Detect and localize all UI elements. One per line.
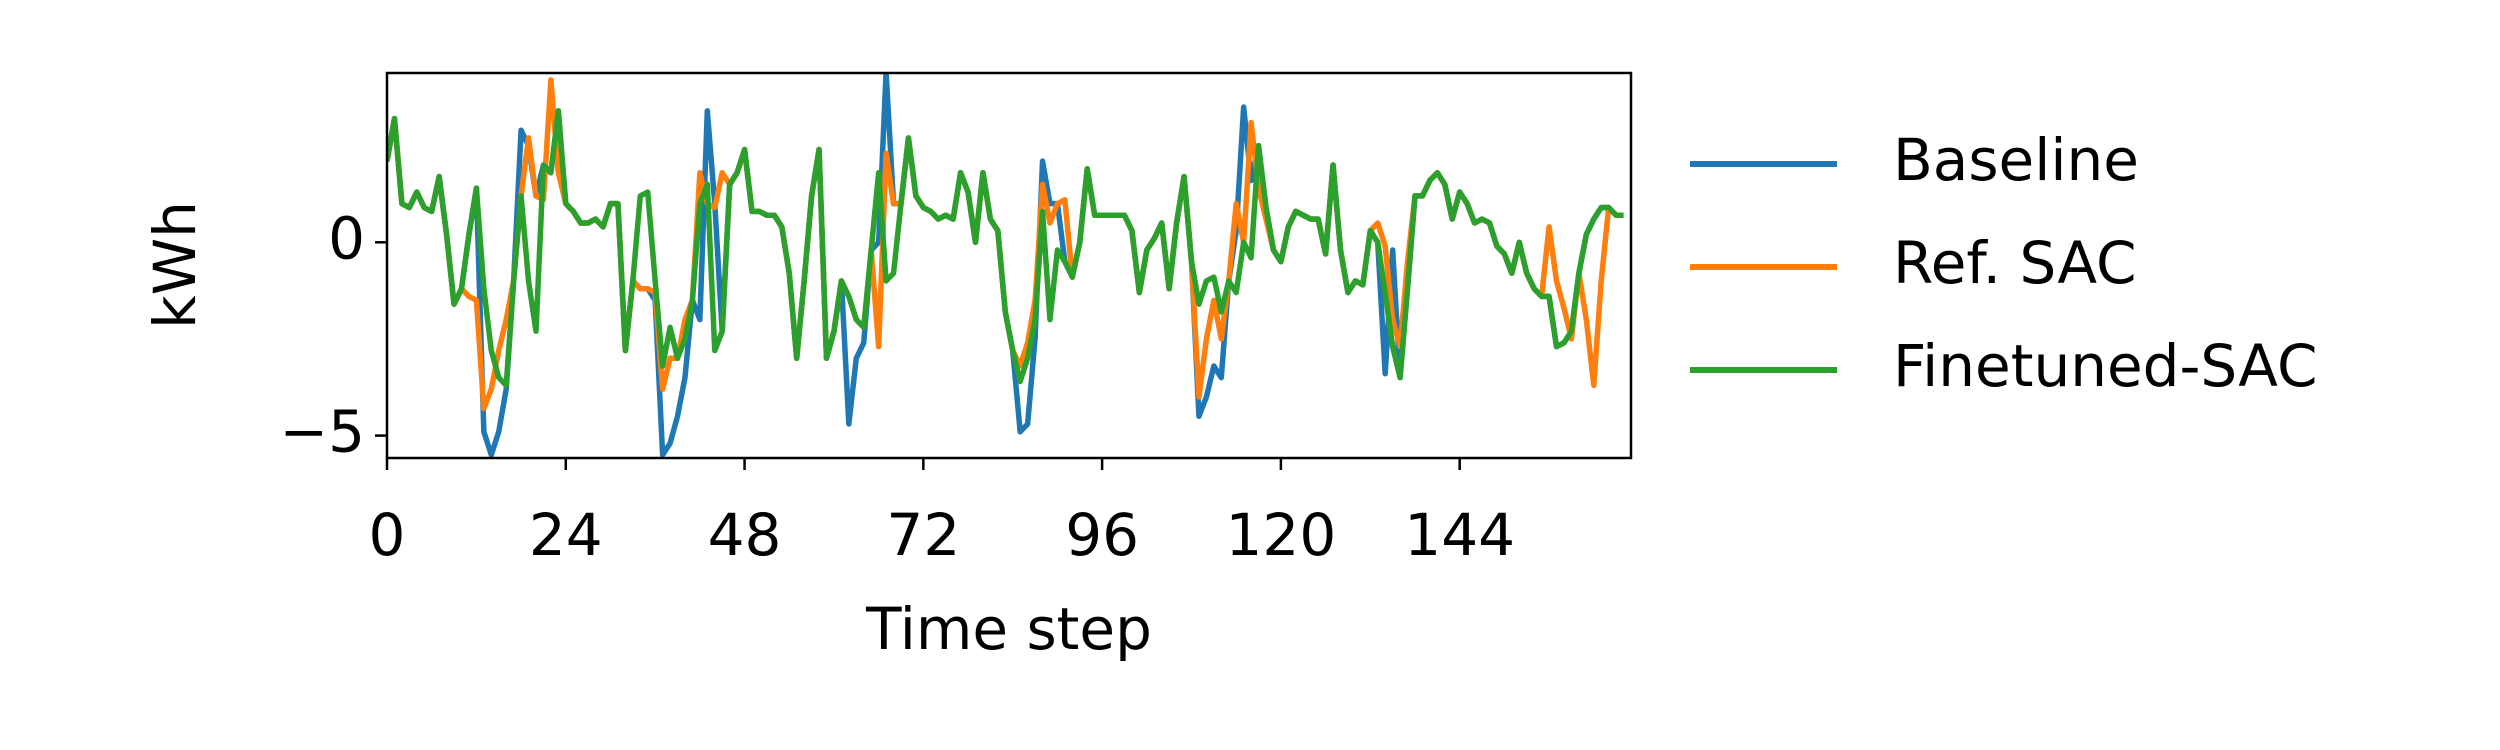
legend-label: Finetuned-SAC (1893, 332, 2317, 400)
series-line (387, 73, 1624, 458)
x-tick-label: 24 (529, 501, 603, 569)
x-axis-label: Time step (865, 595, 1152, 663)
series-line (387, 77, 1624, 412)
x-tick-label: 120 (1226, 501, 1337, 569)
y-axis-label: kWh (141, 201, 209, 329)
x-tick-label: 96 (1065, 501, 1139, 569)
x-tick-label: 144 (1404, 501, 1515, 569)
y-tick-label: −5 (280, 398, 366, 466)
x-tick-label: 72 (886, 501, 960, 569)
x-tick-label: 48 (708, 501, 782, 569)
y-tick-label: 0 (328, 204, 365, 272)
x-tick-label: 0 (369, 501, 406, 569)
plot-frame (385, 71, 1633, 460)
series-line (387, 108, 1624, 389)
legend-label: Baseline (1893, 126, 2139, 194)
legend-label: Ref. SAC (1893, 229, 2137, 297)
